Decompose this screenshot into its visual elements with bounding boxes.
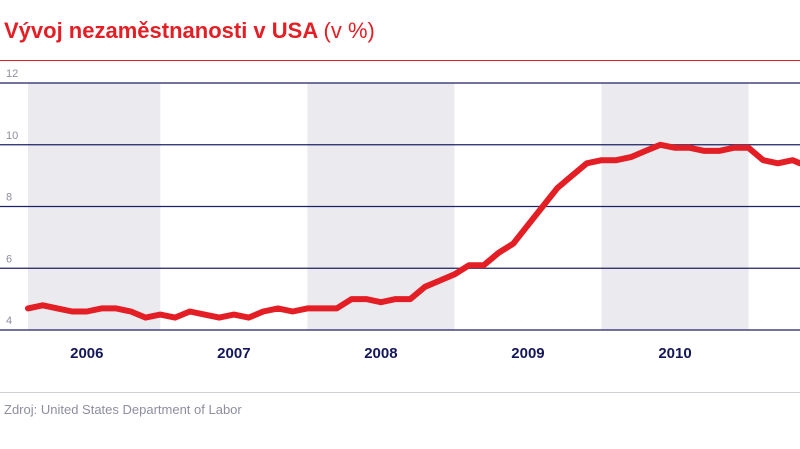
chart-title-text: Vývoj nezaměstnanosti v USA [4,18,318,43]
x-year-label: 2007 [217,345,250,362]
x-year-label: 2009 [511,345,544,362]
y-tick-label: 10 [6,130,18,142]
unemployment-series-line [25,141,800,321]
source-divider [0,392,800,393]
x-year-label: 2010 [658,345,691,362]
chart-title-unit: (v %) [323,18,375,43]
x-year-label: 2006 [70,345,103,362]
y-tick-label: 8 [6,192,12,204]
source-note: Zdroj: United States Department of Labor [4,402,242,417]
unemployment-line-chart: 4 6 8 10 12 2006 2007 2008 2009 2010 [0,68,800,362]
x-year-label: 2008 [364,345,397,362]
chart-title: Vývoj nezaměstnanosti v USA (v %) [4,18,375,44]
y-tick-label: 12 [6,68,18,80]
title-divider [0,60,800,61]
y-tick-label: 6 [6,253,12,265]
y-tick-label: 4 [6,315,12,327]
